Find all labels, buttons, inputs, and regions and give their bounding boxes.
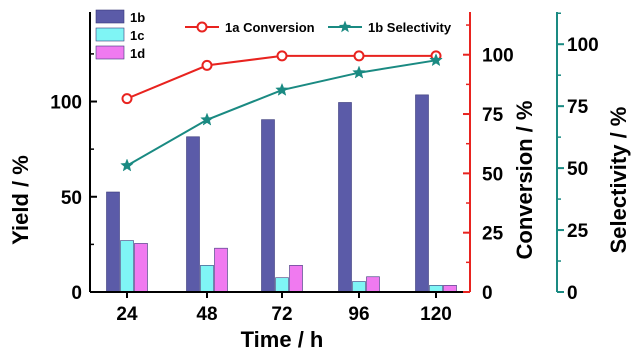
point-1a-conversion-24	[121, 93, 133, 105]
bar-1d-72	[289, 265, 303, 293]
y-axis-title-conversion: Conversion / %	[512, 101, 537, 260]
x-tick-label: 72	[271, 304, 292, 325]
selectivity-tick-label: 25	[567, 221, 589, 242]
legend-swatch-1b	[95, 9, 125, 24]
bar-1d-48	[214, 247, 228, 293]
conversion-tick-label: 25	[482, 224, 504, 245]
x-tick-label: 96	[348, 304, 369, 325]
point-1a-conversion-48	[201, 59, 213, 71]
point-1a-conversion-72	[276, 50, 288, 62]
legend-label-1b-selectivity: 1b Selectivity	[368, 20, 452, 35]
bar-1b-24	[106, 191, 120, 293]
axes-layer: 0 50 100 24 48 72 96 120 0 25 50 75 100 0 25 50 75 100	[50, 12, 599, 325]
selectivity-tick-label: 100	[567, 35, 599, 56]
line-layer	[120, 50, 443, 172]
point-1b-selectivity-96	[352, 65, 366, 79]
selectivity-tick-label: 0	[567, 283, 578, 304]
conversion-tick-label: 100	[482, 46, 514, 67]
legend-label-1d: 1d	[130, 46, 145, 61]
x-tick-label: 48	[196, 304, 217, 325]
bar-1b-72	[261, 119, 275, 293]
bar-1c-72	[275, 277, 289, 293]
conversion-tick-label: 0	[482, 283, 493, 304]
legend-swatch-1d	[95, 45, 125, 60]
bar-layer	[106, 94, 457, 293]
x-tick-label: 24	[116, 304, 138, 325]
legend-marker-star	[338, 20, 352, 33]
bar-1b-120	[415, 94, 429, 293]
legend-marker-circle	[196, 21, 208, 33]
bar-1b-48	[186, 136, 200, 293]
bar-1c-48	[200, 265, 214, 293]
line-1b-selectivity	[126, 59, 437, 167]
conversion-tick-label: 75	[482, 105, 504, 126]
selectivity-tick-label: 75	[567, 97, 589, 118]
x-axis-title: Time / h	[241, 327, 324, 352]
legend-label-1b: 1b	[130, 10, 145, 25]
selectivity-tick-label: 50	[567, 159, 588, 180]
y-axis-title-yield: Yield / %	[8, 155, 33, 245]
point-1b-selectivity-120	[429, 53, 443, 67]
point-1b-selectivity-24	[120, 158, 134, 172]
bar-1b-96	[338, 102, 352, 293]
x-tick-label: 120	[420, 304, 452, 325]
legend: 1b 1c 1d 1a Conversion 1b Selectivity	[95, 9, 452, 61]
point-1b-selectivity-48	[200, 112, 214, 126]
y-axis-title-selectivity: Selectivity / %	[606, 107, 631, 254]
left-tick-label: 100	[50, 93, 82, 114]
point-1a-conversion-96	[353, 50, 365, 62]
bar-1d-96	[366, 276, 380, 293]
point-1b-selectivity-72	[275, 82, 289, 96]
left-tick-label: 0	[71, 283, 82, 304]
bar-1d-24	[134, 243, 148, 293]
legend-swatch-1c	[95, 27, 125, 42]
bar-1c-96	[352, 281, 366, 293]
bar-1c-24	[120, 240, 134, 293]
conversion-tick-label: 50	[482, 164, 503, 185]
legend-label-1c: 1c	[130, 28, 144, 43]
left-tick-label: 50	[61, 188, 82, 209]
legend-label-1a-conversion: 1a Conversion	[225, 20, 315, 35]
